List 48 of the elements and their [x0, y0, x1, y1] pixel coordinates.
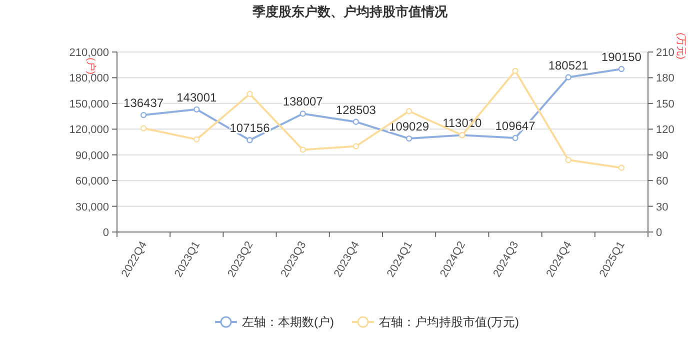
y2-tick-label: 0: [656, 227, 662, 239]
point: [565, 74, 572, 80]
y2-tick-label: 150: [656, 98, 674, 110]
data-label: 138007: [282, 94, 324, 109]
point: [406, 108, 412, 114]
y-tick-label: 30,000: [75, 201, 109, 214]
point: [406, 135, 412, 142]
data-label: 143001: [176, 90, 217, 104]
data-label: 180521: [548, 58, 589, 72]
y-tick-label: 0: [102, 227, 109, 239]
y-tick-label: 60,000: [75, 176, 109, 188]
point: [512, 134, 518, 142]
point: [140, 112, 147, 118]
point: [618, 164, 625, 171]
legend-label: 右轴：户均持股市值(万元): [379, 315, 519, 329]
data-label: 128503: [336, 102, 376, 117]
point: [246, 90, 253, 98]
y2-tick-label: 30: [656, 201, 668, 214]
point: [618, 66, 625, 72]
data-label: 190150: [601, 50, 642, 64]
point: [194, 136, 200, 143]
y2-tick-label: 180: [656, 72, 674, 85]
point: [565, 156, 572, 164]
legend-label: 左轴：本期数(户): [242, 315, 334, 329]
data-label: 113010: [442, 116, 482, 130]
y2-tick-label: 60: [656, 176, 668, 188]
data-label: 109029: [389, 120, 430, 134]
data-label: 136437: [124, 96, 164, 110]
point: [352, 143, 360, 150]
y-tick-label: 210,000: [69, 47, 109, 59]
y2-tick-label: 210: [656, 47, 674, 59]
y2-axis-title: (万元): [675, 32, 686, 60]
y2-tick-label: 120: [656, 124, 674, 136]
point: [194, 106, 200, 113]
data-label: 107156: [230, 121, 270, 136]
point: [300, 146, 306, 153]
y-axis-title: (户): [85, 58, 97, 74]
y-tick-label: 120,000: [69, 124, 109, 136]
y2-tick-label: 90: [656, 150, 668, 162]
point: [512, 68, 518, 74]
point: [140, 125, 147, 132]
y-tick-label: 90,000: [75, 150, 109, 162]
point: [300, 110, 306, 117]
point: [246, 137, 253, 144]
y-tick-label: 150,000: [69, 98, 109, 110]
y-tick-label: 180,000: [69, 72, 109, 85]
chart-title: 季度股东户数、户均持股市值情况: [252, 4, 448, 19]
point: [352, 118, 360, 125]
